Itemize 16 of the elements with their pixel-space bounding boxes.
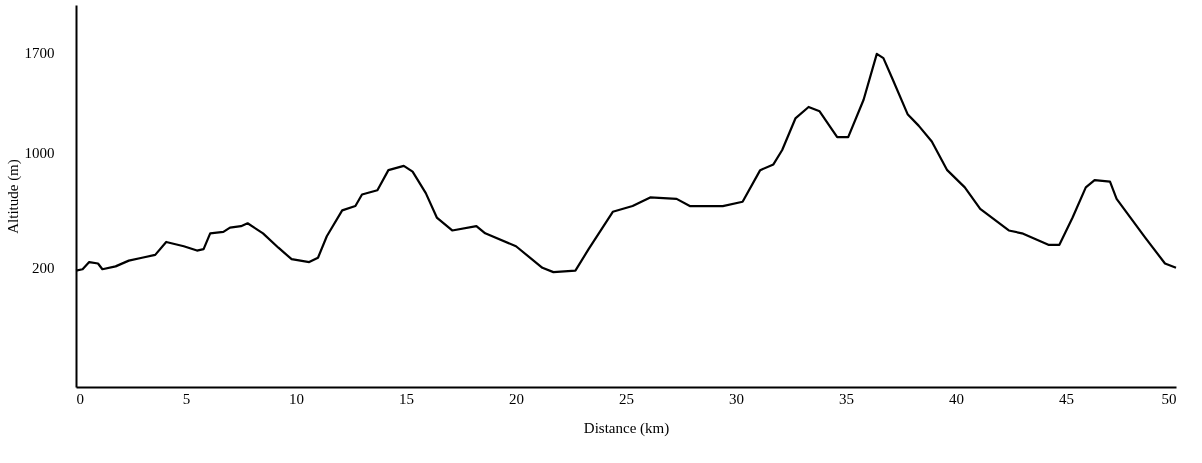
x-tick-label: 20	[509, 390, 524, 407]
x-tick-label: 45	[1059, 390, 1074, 407]
y-tick-label: 200	[32, 260, 55, 277]
x-tick-label: 15	[399, 390, 414, 407]
x-axis-title: Distance (km)	[583, 419, 670, 437]
x-tick-label: 10	[289, 390, 304, 407]
y-tick-label: 1700	[24, 44, 55, 61]
y-tick-label: 1000	[24, 145, 55, 162]
x-tick-label: 25	[619, 390, 634, 407]
x-tick-label: 40	[949, 390, 964, 407]
x-tick-label: 50	[1161, 390, 1177, 407]
y-axis-title: Altitude (m)	[4, 159, 22, 234]
x-tick-label: 0	[76, 390, 84, 407]
x-tick-label: 30	[729, 390, 744, 407]
x-tick-label: 5	[182, 390, 191, 407]
x-tick-label: 35	[839, 390, 854, 407]
